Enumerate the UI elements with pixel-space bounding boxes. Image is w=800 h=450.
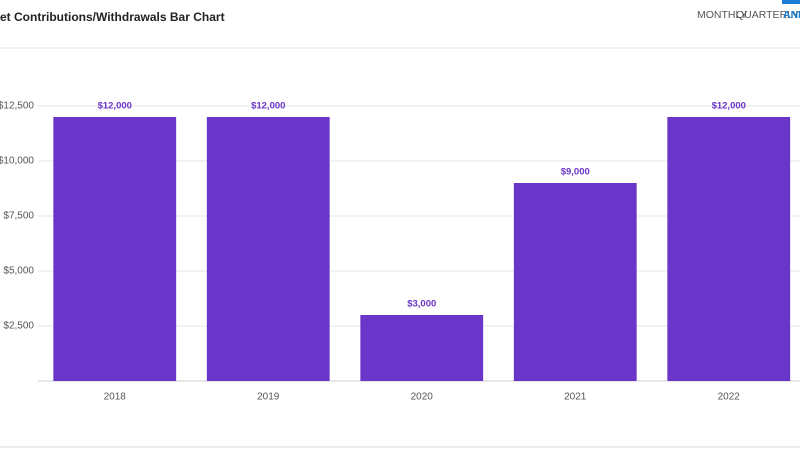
y-tick-label: $2,500 <box>3 321 34 332</box>
active-tab-indicator <box>782 0 800 4</box>
y-tick-label: $10,000 <box>0 156 34 167</box>
tab[interactable]: QUARTERLY <box>736 9 799 21</box>
x-tick-label: 2021 <box>564 392 587 403</box>
chart-title: et Contributions/Withdrawals Bar Chart <box>0 10 225 24</box>
bar <box>360 315 484 381</box>
data-label: $3,000 <box>407 299 436 310</box>
tab[interactable]: MONTHLY <box>697 9 748 21</box>
y-tick-label: $12,500 <box>0 101 34 112</box>
bar <box>513 183 637 381</box>
bar <box>667 117 791 381</box>
bar <box>53 117 177 381</box>
x-tick-label: 2018 <box>104 392 127 403</box>
data-label: $12,000 <box>251 101 285 112</box>
x-tick-label: 2019 <box>257 392 280 403</box>
y-tick-label: $5,000 <box>3 266 34 277</box>
x-tick-label: 2020 <box>411 392 434 403</box>
data-label: $12,000 <box>712 101 746 112</box>
bar <box>206 117 330 381</box>
tab[interactable]: ANN <box>783 9 800 21</box>
data-label: $12,000 <box>98 101 132 112</box>
x-tick-label: 2022 <box>718 392 741 403</box>
y-tick-label: $7,500 <box>3 211 34 222</box>
data-label: $9,000 <box>561 167 590 178</box>
